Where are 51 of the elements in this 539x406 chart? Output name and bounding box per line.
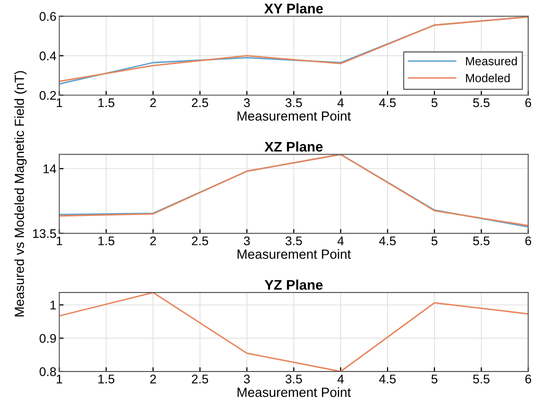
x-tick-label: 1 [56, 374, 62, 384]
x-tick-label: 2.5 [192, 236, 208, 246]
x-tick-label: 4 [337, 374, 344, 384]
x-tick-label: 4.5 [379, 236, 396, 246]
x-tick-label: 2.5 [192, 374, 208, 384]
chart-title: XZ Plane [264, 141, 323, 152]
x-tick-label: 5.5 [473, 374, 490, 384]
x-tick-label: 4 [337, 236, 344, 246]
legend-label: Measured [466, 56, 517, 66]
x-axis-title: Measurement Point [238, 111, 351, 121]
x-tick-label: 2.5 [192, 98, 208, 108]
x-tick-label: 4.5 [379, 374, 396, 384]
y-tick-label: 0.9 [40, 334, 56, 343]
x-tick-label: 6 [525, 374, 532, 384]
x-tick-label: 1.5 [98, 98, 114, 108]
x-tick-label: 1.5 [98, 374, 114, 384]
x-axis-title: Measurement Point [238, 249, 351, 259]
y-axis-title: Measured vs Modeled Magnetic Field (nT) [14, 71, 27, 316]
x-tick-label: 4 [337, 98, 344, 108]
x-tick-label: 5 [431, 374, 438, 384]
legend-label: Modeled [466, 74, 510, 82]
x-tick-label: 5 [431, 98, 438, 108]
x-axis-title: Measurement Point [238, 387, 351, 397]
x-tick-label: 3 [244, 374, 250, 384]
x-tick-label: 5 [431, 236, 438, 246]
x-tick-label: 3 [244, 236, 250, 246]
x-tick-label: 5.5 [473, 236, 490, 246]
y-tick-label: 1 [50, 300, 56, 310]
x-tick-label: 4.5 [379, 98, 396, 108]
x-tick-label: 1 [56, 98, 62, 108]
x-tick-label: 3 [244, 98, 250, 108]
x-tick-label: 6 [525, 98, 532, 108]
chart-title: YZ Plane [264, 280, 323, 290]
x-tick-label: 3.5 [286, 236, 302, 246]
line-series [59, 292, 528, 372]
x-tick-label: 2 [150, 98, 156, 108]
x-tick-label: 2 [150, 236, 156, 246]
x-tick-label: 3.5 [286, 98, 302, 108]
y-tick-label: 0.6 [40, 12, 56, 21]
x-tick-label: 6 [525, 236, 532, 246]
y-tick-label: 0.4 [40, 52, 56, 60]
x-tick-label: 3.5 [286, 374, 302, 384]
x-tick-label: 2 [150, 374, 156, 384]
chart-title: XY Plane [264, 3, 323, 14]
x-tick-label: 1 [56, 236, 62, 246]
y-tick-label: 13.5 [33, 229, 56, 238]
y-tick-label: 0.8 [40, 367, 56, 376]
y-tick-label: 14 [44, 164, 56, 174]
y-tick-label: 0.2 [40, 90, 56, 100]
x-tick-label: 1.5 [98, 236, 114, 246]
x-tick-label: 5.5 [473, 98, 490, 108]
